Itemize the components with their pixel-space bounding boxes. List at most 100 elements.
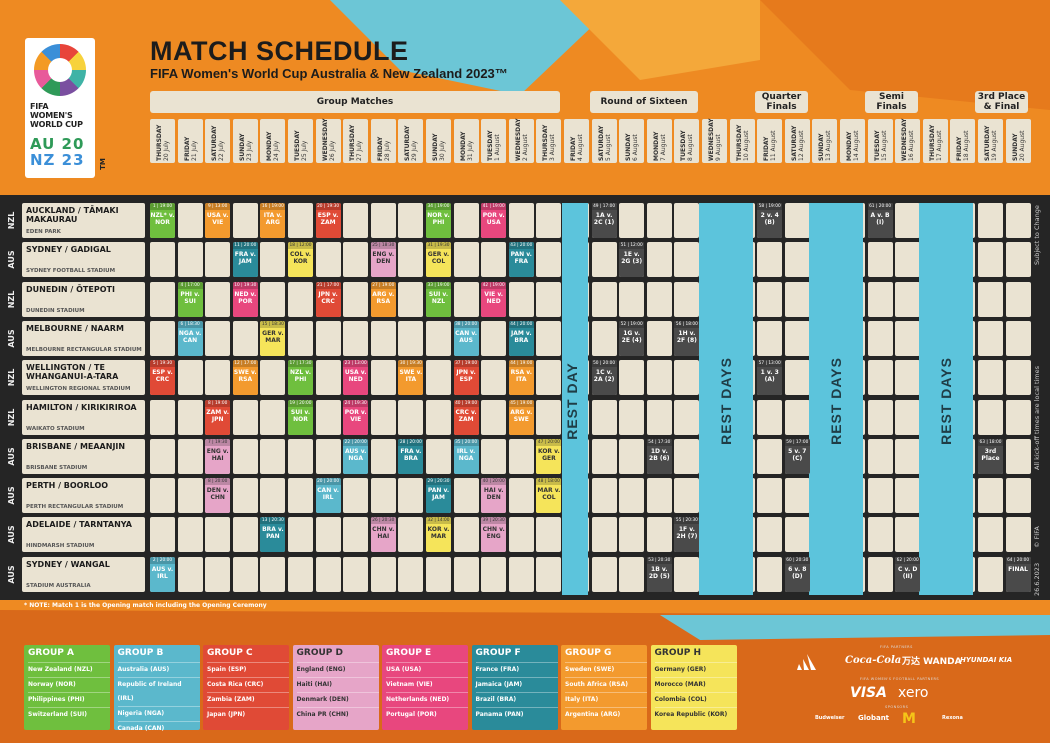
match-cell[interactable]: 22 | 20:00 AUS v. NGA (343, 438, 369, 474)
match-cell[interactable]: 49 | 17:00 1A v. 2C (1) (591, 203, 617, 238)
group-title: GROUP A (28, 648, 74, 658)
match-cell[interactable]: 29 | 20:30 PAN v. JAM (426, 478, 451, 514)
empty-day-cell (867, 320, 893, 356)
match-cell[interactable]: 30 | 19:30 SWE v. ITA (398, 360, 424, 396)
empty-day-cell (205, 556, 231, 592)
match-cell[interactable]: 61 | 20:00 A v. B (I) (867, 203, 893, 238)
match-cell[interactable]: 40 | 20:00 HAI v. DEN (481, 478, 507, 514)
match-cell[interactable]: 57 | 13:00 1 v. 3 (A) (757, 360, 783, 396)
match-cell[interactable]: 5 | 19:30 ESP v. CRC (150, 360, 175, 396)
match-cell[interactable]: 19 | 20:00 SUI v. NOR (288, 399, 313, 435)
match-cell[interactable]: 15 | 18:30 GER v. MAR (260, 320, 286, 356)
match-cell[interactable]: 32 | 14:00 KOR v. MAR (426, 517, 451, 553)
match-number-time: 40 | 19:00 (453, 399, 479, 407)
match-cell[interactable]: 33 | 19:00 SUI v. NZL (426, 281, 451, 317)
group-team: Sweden (SWE) (565, 662, 647, 677)
match-number-time: 35 | 20:00 (453, 438, 479, 446)
match-cell[interactable]: 59 | 17:00 5 v. 7 (C) (784, 438, 810, 474)
venue-country-label: AUS (7, 525, 16, 544)
match-cell[interactable]: 8 | 20:00 DEN v. CHN (205, 478, 231, 514)
match-cell[interactable]: 63 | 18:00 3rd Place (978, 438, 1003, 474)
match-cell[interactable]: 34 | 19:00 NOR v. PHI (426, 203, 451, 238)
empty-day-cell (481, 320, 507, 356)
empty-day-cell (232, 556, 258, 592)
empty-day-cell (315, 399, 341, 435)
match-cell[interactable]: 12 | 17:00 SWE v. RSA (232, 360, 258, 396)
match-cell[interactable]: 35 | 20:00 IRL v. NGA (453, 438, 479, 474)
match-cell[interactable]: 52 | 19:00 1G v. 2E (4) (619, 320, 645, 356)
match-cell[interactable]: 16 | 19:00 ITA v. ARG (260, 203, 286, 238)
match-cell[interactable]: 64 | 20:00 FINAL (1005, 556, 1031, 592)
match-cell[interactable]: 31 | 19:30 GER v. COL (426, 242, 451, 278)
date-header-cell: THURSDAY 20 July (150, 119, 175, 163)
match-cell[interactable]: 2 | 20:00 AUS v. IRL (150, 556, 175, 592)
empty-day-cell (757, 320, 783, 356)
match-teams: JAM v. BRA (510, 329, 532, 344)
match-cell[interactable]: 60 | 20:30 6 v. 8 (D) (784, 556, 810, 592)
match-cell[interactable]: 10 | 19:30 NED v. POR (232, 281, 258, 317)
match-cell[interactable]: 25 | 18:30 ENG v. DEN (370, 242, 396, 278)
match-cell[interactable]: 28 | 20:00 FRA v. BRA (398, 438, 424, 474)
match-cell[interactable]: 26 | 20:30 CHN v. HAI (370, 517, 396, 553)
match-cell[interactable]: 43 | 20:00 PAN v. FRA (508, 242, 534, 278)
match-cell[interactable]: 58 | 19:00 2 v. 4 (B) (757, 203, 783, 238)
match-number-time: 17 | 17:30 (288, 360, 313, 368)
match-cell[interactable]: 44 | 19:00 RSA v. ITA (508, 360, 534, 396)
match-cell[interactable]: 48 | 18:00 MAR v. COL (536, 478, 562, 514)
match-cell[interactable]: 4 | 17:00 PHI v. SUI (177, 281, 203, 317)
match-cell[interactable]: 8 | 19:00 ZAM v. JPN (205, 399, 231, 435)
empty-day-cell (895, 242, 921, 278)
venue-label: WELLINGTON / TE WHANGANUI-A-TARA WELLINGT… (22, 360, 145, 396)
match-cell[interactable]: 53 | 20:30 1B v. 2D (5) (646, 556, 672, 592)
empty-day-cell (453, 242, 479, 278)
empty-day-cell (315, 556, 341, 592)
match-cell[interactable]: 45 | 19:00 ARG v. SWE (508, 399, 534, 435)
match-cell[interactable]: 6 | 18:30 NGA v. CAN (177, 320, 203, 356)
match-cell[interactable]: 27 | 19:00 ARG v. RSA (370, 281, 396, 317)
match-cell[interactable]: 44 | 20:00 JAM v. BRA (508, 320, 534, 356)
match-cell[interactable]: 42 | 19:00 VIE v. NED (481, 281, 507, 317)
venue-name: BRISBANE / MEAANJIN (26, 441, 126, 451)
bg-teal-shape (330, 0, 620, 95)
group-team: Spain (ESP) (207, 662, 289, 677)
match-cell[interactable]: 47 | 20:00 KOR v. GER (536, 438, 562, 474)
empty-day-cell (343, 556, 369, 592)
match-cell[interactable]: 50 | 20:00 1C v. 2A (2) (591, 360, 617, 396)
match-cell[interactable]: 54 | 17:30 1D v. 2B (6) (646, 438, 672, 474)
match-number-time: 62 | 20:00 (895, 556, 921, 564)
empty-day-cell (1005, 438, 1031, 474)
match-cell[interactable]: 7 | 19:30 ENG v. HAI (205, 438, 231, 474)
empty-day-cell (867, 517, 893, 553)
section-group-matches: Group Matches (150, 91, 560, 113)
empty-day-cell (232, 478, 258, 514)
match-cell[interactable]: 17 | 17:30 NZL v. PHI (288, 360, 313, 396)
match-cell[interactable]: 51 | 12:00 1E v. 2G (3) (619, 242, 645, 278)
match-cell[interactable]: 37 | 19:00 JPN v. ESP (453, 360, 479, 396)
group-card: GROUP D England (ENG) Haiti (HAI) Denmark (… (292, 645, 379, 730)
match-cell[interactable]: 41 | 19:00 POR v. USA (481, 203, 507, 238)
match-cell[interactable]: 20 | 20:00 CAN v. IRL (315, 478, 341, 514)
match-cell[interactable]: 55 | 20:30 1F v. 2H (7) (674, 517, 700, 553)
match-cell[interactable]: 13 | 20:30 BRA v. PAN (260, 517, 286, 553)
empty-day-cell (784, 281, 810, 317)
match-teams: BRA v. PAN (262, 526, 284, 541)
match-cell[interactable]: 11 | 20:00 FRA v. JAM (232, 242, 258, 278)
match-cell[interactable]: 56 | 18:00 1H v. 2F (8) (674, 320, 700, 356)
match-cell[interactable]: 1 | 19:00 NZL* v. NOR (150, 203, 175, 238)
venue-stadium: SYDNEY FOOTBALL STADIUM (26, 268, 116, 275)
match-cell[interactable]: 39 | 20:30 CHN v. ENG (481, 517, 507, 553)
match-cell[interactable]: 24 | 19:30 POR v. VIE (343, 399, 369, 435)
sponsors-label: SPONSORS (885, 705, 909, 709)
match-number-time: 52 | 19:00 (619, 320, 645, 328)
match-cell[interactable]: 62 | 20:00 C v. D (II) (895, 556, 921, 592)
rexona-logo: Rexona (942, 715, 963, 721)
empty-day-cell (453, 517, 479, 553)
match-cell[interactable]: 40 | 19:00 CRC v. ZAM (453, 399, 479, 435)
match-cell[interactable]: 18 | 12:00 COL v. KOR (288, 242, 313, 278)
empty-day-cell (370, 360, 396, 396)
match-cell[interactable]: 21 | 17:00 JPN v. CRC (315, 281, 341, 317)
match-cell[interactable]: 23 | 13:00 USA v. NED (343, 360, 369, 396)
match-cell[interactable]: 38 | 20:00 CAN v. AUS (453, 320, 479, 356)
match-cell[interactable]: 9 | 13:00 USA v. VIE (205, 203, 231, 238)
match-cell[interactable]: 20 | 19:30 ESP v. ZAM (315, 203, 341, 238)
